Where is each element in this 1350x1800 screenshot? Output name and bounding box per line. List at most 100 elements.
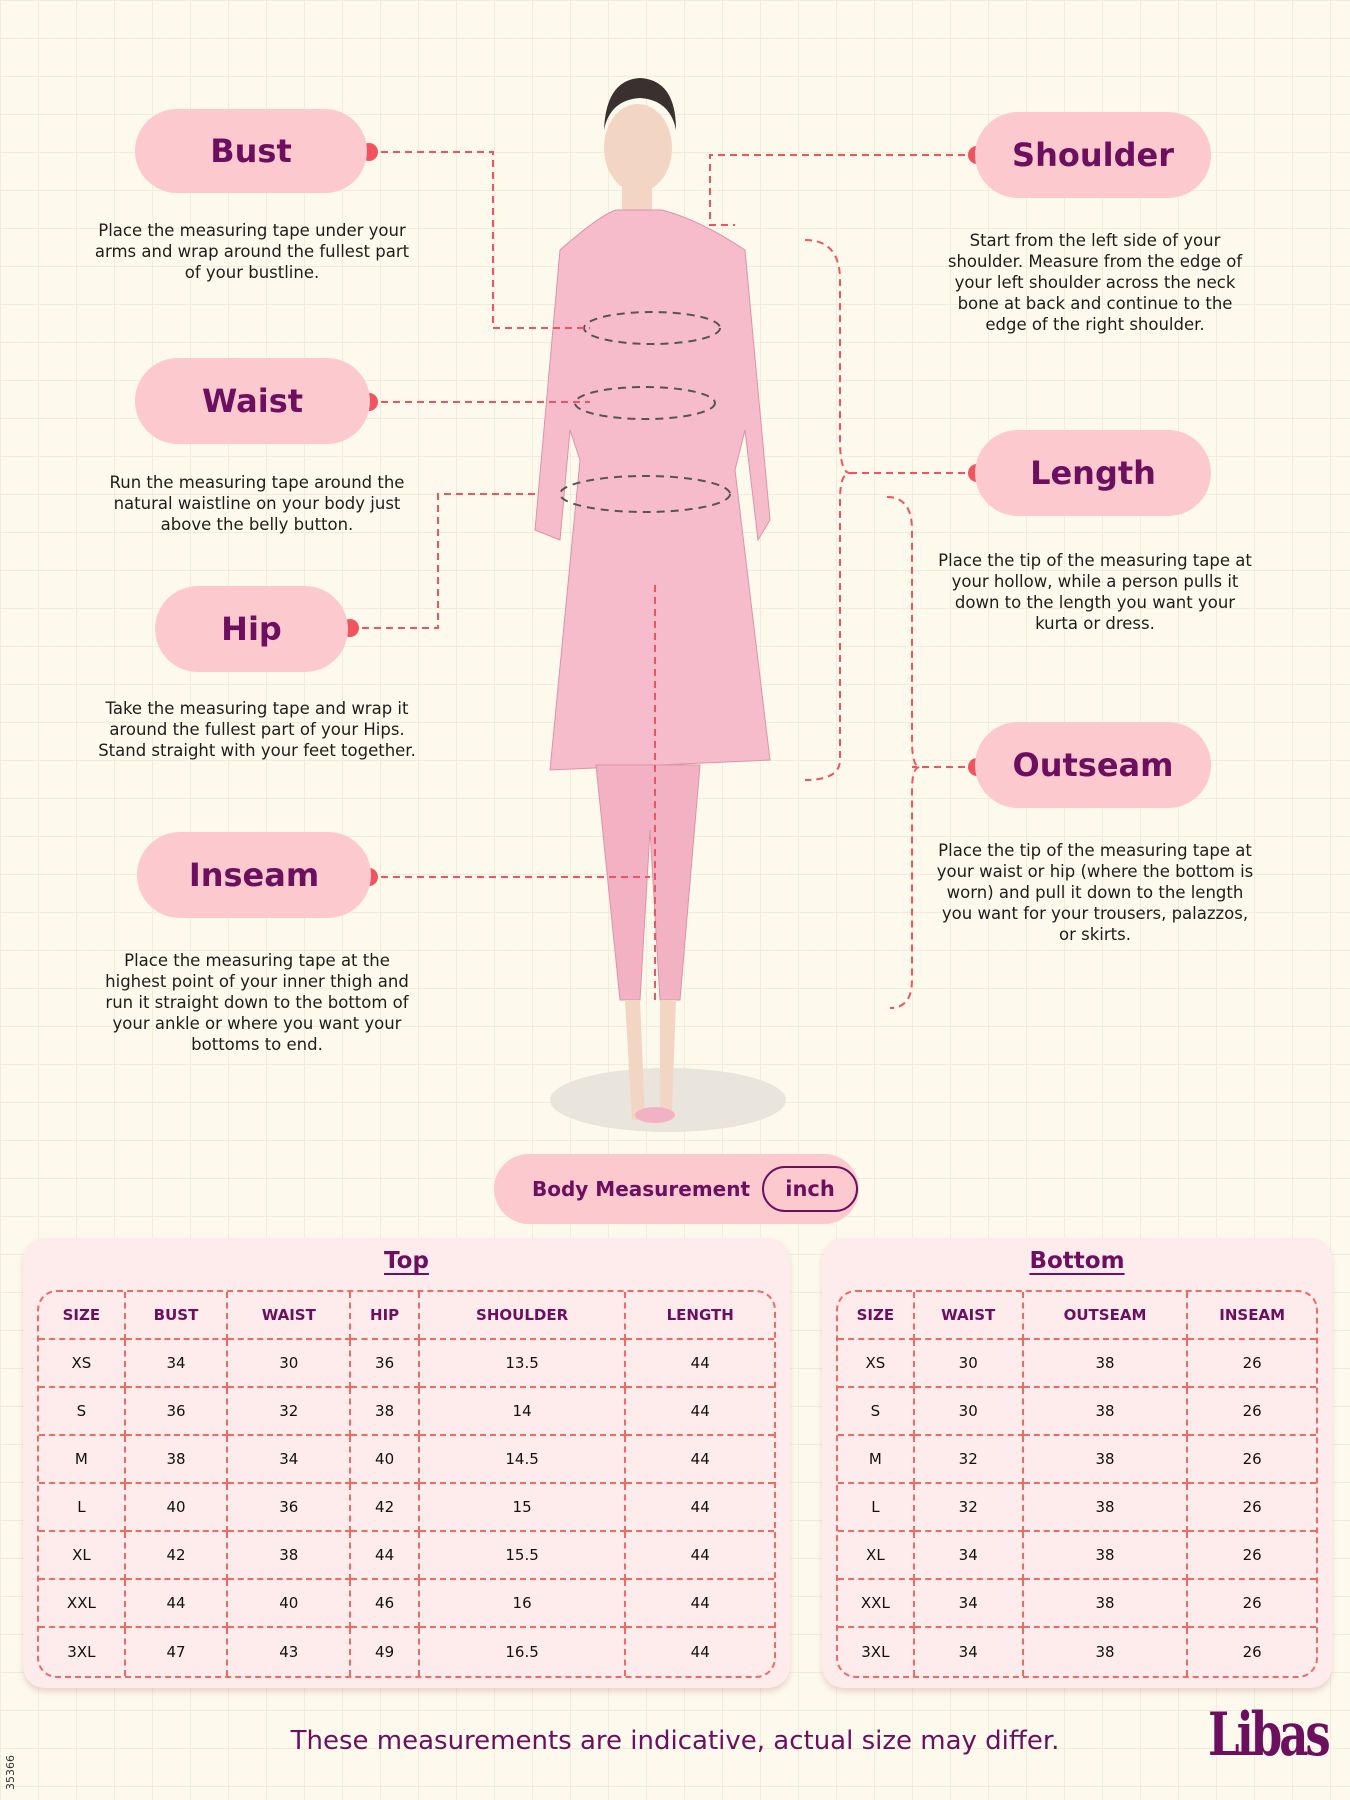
table-row: S 36 32 38 14 44 [39,1388,774,1436]
shoulder-description: Start from the left side of your shoulde… [947,231,1243,334]
table-cell: 32 [914,1484,1024,1532]
table-cell: 30 [914,1340,1024,1388]
trousers [595,764,701,1001]
table-cell: XS [838,1340,915,1388]
table-cell: 16.5 [420,1628,627,1676]
hip-description: Take the measuring tape and wrap it arou… [98,699,416,760]
bottom-size-card: Bottom SIZE WAIST OUTSEAM INSEAM XS 30 38 26 S 30… [822,1238,1332,1688]
table-cell: 42 [351,1484,420,1532]
table-cell: 44 [626,1388,774,1436]
table-cell: 13.5 [419,1340,627,1388]
waist-label: Waist [135,358,370,444]
table-row: XXL 34 38 26 [838,1580,1316,1628]
inseam-description: Place the measuring tape at the highest … [105,951,409,1054]
table-cell: 40 [351,1436,420,1484]
table-cell: 26 [1188,1532,1316,1580]
table-cell: 14 [419,1388,627,1436]
table-cell: 3XL [838,1628,915,1676]
table-cell: 26 [1188,1580,1316,1628]
table-cell: XL [838,1532,915,1580]
table-row: M 38 34 40 14.5 44 [39,1436,774,1484]
column-header: OUTSEAM [1023,1292,1189,1340]
table-cell: 34 [915,1628,1024,1676]
model-head [604,104,672,192]
length-description: Place the tip of the measuring tape at y… [938,551,1252,633]
length-label: Length [975,430,1211,516]
table-cell: 30 [914,1388,1024,1436]
table-cell: 44 [626,1532,774,1580]
table-row: M 32 38 26 [838,1436,1316,1484]
table-cell: 15.5 [419,1532,627,1580]
table-cell: 43 [228,1628,352,1676]
table-cell: 38 [1023,1580,1189,1628]
table-cell: 34 [914,1532,1024,1580]
top-size-card: Top SIZE BUST WAIST HIP SHOULDER LENGTH XS 34 30… [23,1238,790,1688]
table-row: XL 34 38 26 [838,1532,1316,1580]
body-measurement-label: Body Measurement [532,1177,751,1201]
table-cell: 32 [914,1436,1024,1484]
table-cell: 40 [125,1484,229,1532]
table-cell: 44 [690,1643,710,1661]
table-row: XS 34 30 36 13.5 44 [39,1340,774,1388]
table-cell: 3XL [39,1628,126,1676]
table-cell: 49 [351,1628,420,1676]
table-cell: XS [39,1340,126,1388]
table-cell: 38 [1023,1340,1189,1388]
bottom-title: Bottom [1029,1248,1125,1274]
table-cell: 38 [1024,1628,1189,1676]
column-header: INSEAM [1188,1292,1316,1340]
table-row: XS 30 38 26 [838,1340,1316,1388]
table-cell: XL [39,1532,126,1580]
table-cell: 15 [419,1484,627,1532]
table-cell: 36 [228,1484,352,1532]
table-cell: 34 [228,1436,352,1484]
column-header: SIZE [838,1292,915,1340]
column-header: LENGTH [626,1292,774,1340]
column-header: HIP [351,1292,420,1340]
table-cell: 38 [1023,1388,1189,1436]
bust-description: Place the measuring tape under your arms… [94,221,410,282]
table-row: 3XL 34 38 26 [838,1628,1316,1676]
table-cell: M [838,1436,915,1484]
table-cell: XXL [39,1580,126,1628]
table-cell: 44 [351,1532,420,1580]
table-row: L 32 38 26 [838,1484,1316,1532]
table-cell: 16 [419,1580,627,1628]
column-header: WAIST [228,1292,352,1340]
top-size-table: SIZE BUST WAIST HIP SHOULDER LENGTH XS 34 30 36 13… [37,1290,776,1678]
column-header: WAIST [914,1292,1024,1340]
unit-toggle[interactable]: inch [762,1166,859,1212]
table-cell: 40 [228,1580,352,1628]
header-row: SIZE BUST WAIST HIP SHOULDER LENGTH [39,1292,774,1340]
inseam-label: Inseam [137,832,371,918]
table-cell: L [838,1484,915,1532]
table-cell: S [39,1388,126,1436]
top-title: Top [384,1248,429,1274]
table-cell: 38 [351,1388,420,1436]
table-cell: 34 [914,1580,1024,1628]
outseam-label: Outseam [975,722,1211,808]
disclaimer: These measurements are indicative, actua… [290,1726,1060,1756]
table-cell: M [39,1436,126,1484]
kurta [534,209,771,771]
bust-label: Bust [135,109,367,193]
table-cell: 36 [125,1388,229,1436]
table-cell: 38 [1023,1532,1189,1580]
table-row: S 30 38 26 [838,1388,1316,1436]
table-cell: 44 [626,1340,774,1388]
table-cell: 34 [125,1340,229,1388]
table-cell: 26 [1188,1388,1316,1436]
table-cell: 44 [626,1580,774,1628]
table-cell: 44 [626,1484,774,1532]
table-cell: 26 [1188,1484,1316,1532]
table-cell: 26 [1188,1340,1316,1388]
table-cell: 46 [351,1580,420,1628]
table-row: L 40 36 42 15 44 [39,1484,774,1532]
table-row: 3XL 47 43 49 16.5 44 [39,1628,774,1676]
table-cell: 36 [351,1340,420,1388]
table-cell: S [838,1388,915,1436]
table-cell: 38 [125,1436,229,1484]
table-cell: 42 [125,1532,229,1580]
body-measurement-badge: Body Measurement inch [494,1154,859,1224]
bottom-size-table: SIZE WAIST OUTSEAM INSEAM XS 30 38 26 S 30 38 26 M 32… [836,1290,1318,1678]
